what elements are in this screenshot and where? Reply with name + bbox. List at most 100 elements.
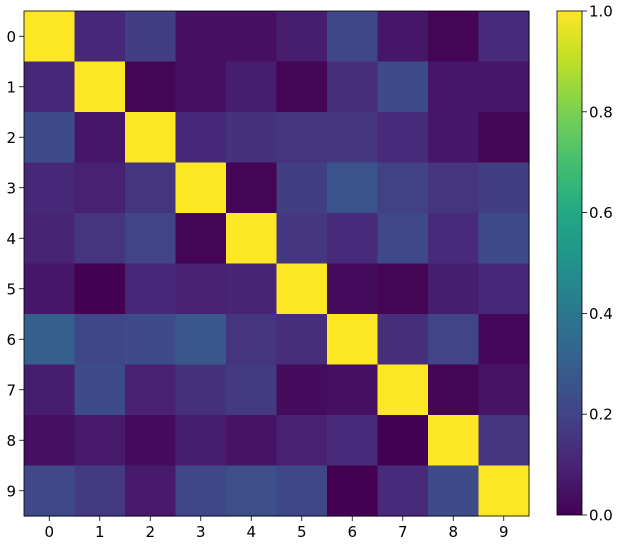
heatmap-cell	[74, 162, 126, 214]
heatmap-cell	[428, 11, 480, 63]
heatmap-cell	[74, 112, 126, 164]
x-tick-label: 9	[499, 523, 509, 541]
colorbar-tick-label: 0.6	[589, 204, 613, 222]
y-tick-label: 2	[6, 129, 16, 147]
heatmap-cell	[428, 213, 480, 265]
heatmap-cell	[125, 61, 177, 113]
heatmap-cell	[24, 415, 76, 467]
y-tick-label: 8	[6, 432, 16, 450]
heatmap-cell	[478, 11, 530, 63]
heatmap-cell	[377, 61, 429, 113]
heatmap-cell	[226, 465, 278, 517]
heatmap-cells	[24, 11, 530, 517]
heatmap-cell	[478, 61, 530, 113]
heatmap-cell	[377, 162, 429, 214]
heatmap-cell	[327, 213, 379, 265]
heatmap-cell	[125, 112, 177, 164]
heatmap-cell	[74, 263, 126, 315]
heatmap-cell	[377, 364, 429, 416]
x-tick-label: 7	[398, 523, 408, 541]
heatmap-cell	[478, 314, 530, 366]
heatmap-cell	[74, 415, 126, 467]
plot-frame	[23, 10, 530, 517]
heatmap-cell	[377, 11, 429, 63]
heatmap-cell	[428, 61, 480, 113]
heatmap-cell	[226, 415, 278, 467]
heatmap-cell	[377, 465, 429, 517]
x-tick-label: 6	[347, 523, 357, 541]
heatmap-cell	[125, 415, 177, 467]
colorbar-tick-label: 0.4	[589, 305, 613, 323]
x-axis: 0 1 2 3 4 5 6 7 8 9	[44, 516, 509, 541]
heatmap-cell	[74, 213, 126, 265]
heatmap-cell	[327, 314, 379, 366]
heatmap-cell	[327, 112, 379, 164]
heatmap-cell	[276, 314, 328, 366]
heatmap-cell	[327, 415, 379, 467]
heatmap-cell	[125, 162, 177, 214]
heatmap-cell	[175, 61, 227, 113]
y-tick-label: 5	[6, 280, 16, 298]
heatmap-cell	[428, 263, 480, 315]
x-tick-label: 4	[246, 523, 256, 541]
heatmap-cell	[226, 263, 278, 315]
heatmap-cell	[175, 112, 227, 164]
heatmap-cell	[428, 364, 480, 416]
colorbar-tick-label: 1.0	[589, 3, 613, 21]
heatmap-cell	[175, 213, 227, 265]
heatmap-cell	[276, 162, 328, 214]
heatmap-cell	[125, 364, 177, 416]
heatmap-cell	[276, 61, 328, 113]
x-tick-label: 8	[448, 523, 458, 541]
heatmap-cell	[478, 213, 530, 265]
heatmap-cell	[24, 162, 76, 214]
heatmap-cell	[24, 465, 76, 517]
x-tick-label: 2	[145, 523, 155, 541]
heatmap-cell	[276, 11, 328, 63]
heatmap-cell	[24, 364, 76, 416]
heatmap-cell	[24, 61, 76, 113]
y-tick-label: 6	[6, 331, 16, 349]
y-tick-label: 1	[6, 78, 16, 96]
x-tick-label: 5	[297, 523, 307, 541]
heatmap-cell	[478, 465, 530, 517]
heatmap-cell	[226, 112, 278, 164]
heatmap-cell	[377, 415, 429, 467]
x-tick-label: 3	[196, 523, 206, 541]
heatmap-cell	[327, 61, 379, 113]
heatmap-cell	[125, 465, 177, 517]
heatmap-cell	[377, 263, 429, 315]
heatmap-cell	[74, 364, 126, 416]
colorbar	[557, 11, 582, 515]
heatmap-cell	[175, 11, 227, 63]
heatmap-cell	[327, 364, 379, 416]
heatmap-cell	[226, 11, 278, 63]
heatmap-cell	[74, 11, 126, 63]
x-tick-label: 1	[95, 523, 105, 541]
heatmap-cell	[175, 162, 227, 214]
heatmap-cell	[74, 61, 126, 113]
colorbar-axis: 0.0 0.2 0.4 0.6 0.8 1.0	[582, 3, 613, 525]
heatmap-cell	[24, 213, 76, 265]
colorbar-tick-label: 0.2	[589, 406, 613, 424]
colorbar-frame	[556, 10, 583, 516]
heatmap-cell	[226, 364, 278, 416]
y-tick-label: 9	[6, 482, 16, 500]
heatmap-cell	[478, 263, 530, 315]
heatmap-cell	[125, 314, 177, 366]
heatmap-cell	[226, 213, 278, 265]
heatmap-cell	[125, 213, 177, 265]
heatmap-cell	[327, 11, 379, 63]
heatmap-cell	[276, 263, 328, 315]
y-tick-label: 7	[6, 381, 16, 399]
heatmap-cell	[276, 465, 328, 517]
heatmap-cell	[175, 364, 227, 416]
y-tick-label: 0	[6, 28, 16, 46]
heatmap-cell	[226, 314, 278, 366]
heatmap-cell	[327, 465, 379, 517]
heatmap-cell	[175, 465, 227, 517]
heatmap-cell	[327, 263, 379, 315]
heatmap-cell	[428, 465, 480, 517]
heatmap-cell	[428, 112, 480, 164]
